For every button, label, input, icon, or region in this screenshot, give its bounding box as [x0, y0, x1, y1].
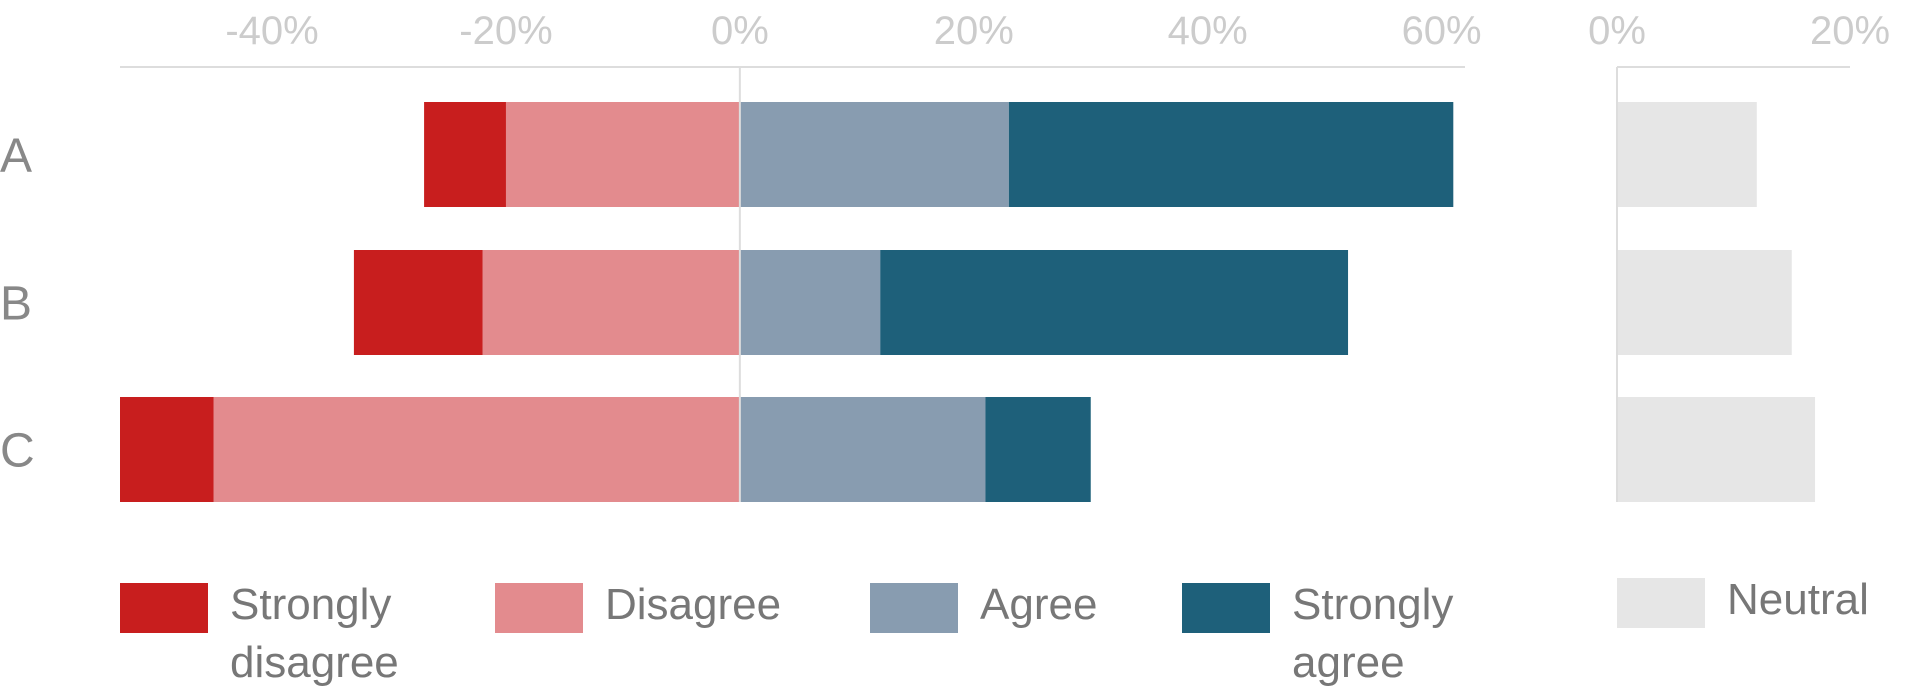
row-label-b: B — [0, 278, 32, 331]
legend-label-strongly-agree: agree — [1292, 638, 1405, 687]
bar-disagree-b — [482, 250, 740, 355]
legend-swatch-agree — [870, 583, 958, 633]
bar-neutral-c — [1617, 397, 1816, 502]
legend-swatch-disagree — [495, 583, 583, 633]
row-label-c: C — [0, 425, 35, 478]
legend-swatch-neutral — [1617, 578, 1705, 628]
bar-neutral-b — [1617, 250, 1792, 355]
bar-strongly-agree-b — [880, 250, 1349, 355]
legend-label-agree: Agree — [980, 580, 1097, 629]
neutral-panel: 0% 20% — [1588, 9, 1890, 502]
bar-disagree-c — [213, 397, 740, 502]
legend-label-neutral: Neutral — [1727, 575, 1869, 624]
x-tick-label: -20% — [459, 9, 552, 53]
row-label-a: A — [0, 130, 32, 183]
bar-strongly-agree-c — [985, 397, 1091, 502]
legend-label-disagree: Disagree — [605, 580, 781, 629]
legend: Strongly disagree Disagree Agree Strongly agr… — [120, 575, 1869, 687]
main-diverging-panel: -40% -20% 0% 20% 40% 60% — [120, 9, 1482, 502]
legend-label-strongly-disagree: disagree — [230, 638, 399, 687]
bar-strongly-disagree-c — [120, 397, 214, 502]
x-tick-label: 40% — [1168, 9, 1248, 53]
bar-neutral-a — [1617, 102, 1757, 207]
x-tick-label: -40% — [225, 9, 318, 53]
legend-label-strongly-agree: Strongly — [1292, 580, 1453, 629]
legend-swatch-strongly-agree — [1182, 583, 1270, 633]
legend-swatch-strongly-disagree — [120, 583, 208, 633]
x-tick-label: 20% — [934, 9, 1014, 53]
legend-label-strongly-disagree: Strongly — [230, 580, 391, 629]
bar-strongly-disagree-a — [424, 102, 506, 207]
bar-strongly-disagree-b — [353, 250, 483, 355]
bar-agree-c — [739, 397, 986, 502]
bar-disagree-a — [505, 102, 740, 207]
neutral-tick-label: 0% — [1588, 9, 1646, 53]
bar-agree-a — [739, 102, 1009, 207]
neutral-tick-label: 20% — [1810, 9, 1890, 53]
bar-agree-b — [739, 250, 881, 355]
row-labels: A B C — [0, 130, 35, 478]
x-tick-label: 60% — [1402, 9, 1482, 53]
x-tick-label: 0% — [711, 9, 769, 53]
bar-strongly-agree-a — [1008, 102, 1454, 207]
